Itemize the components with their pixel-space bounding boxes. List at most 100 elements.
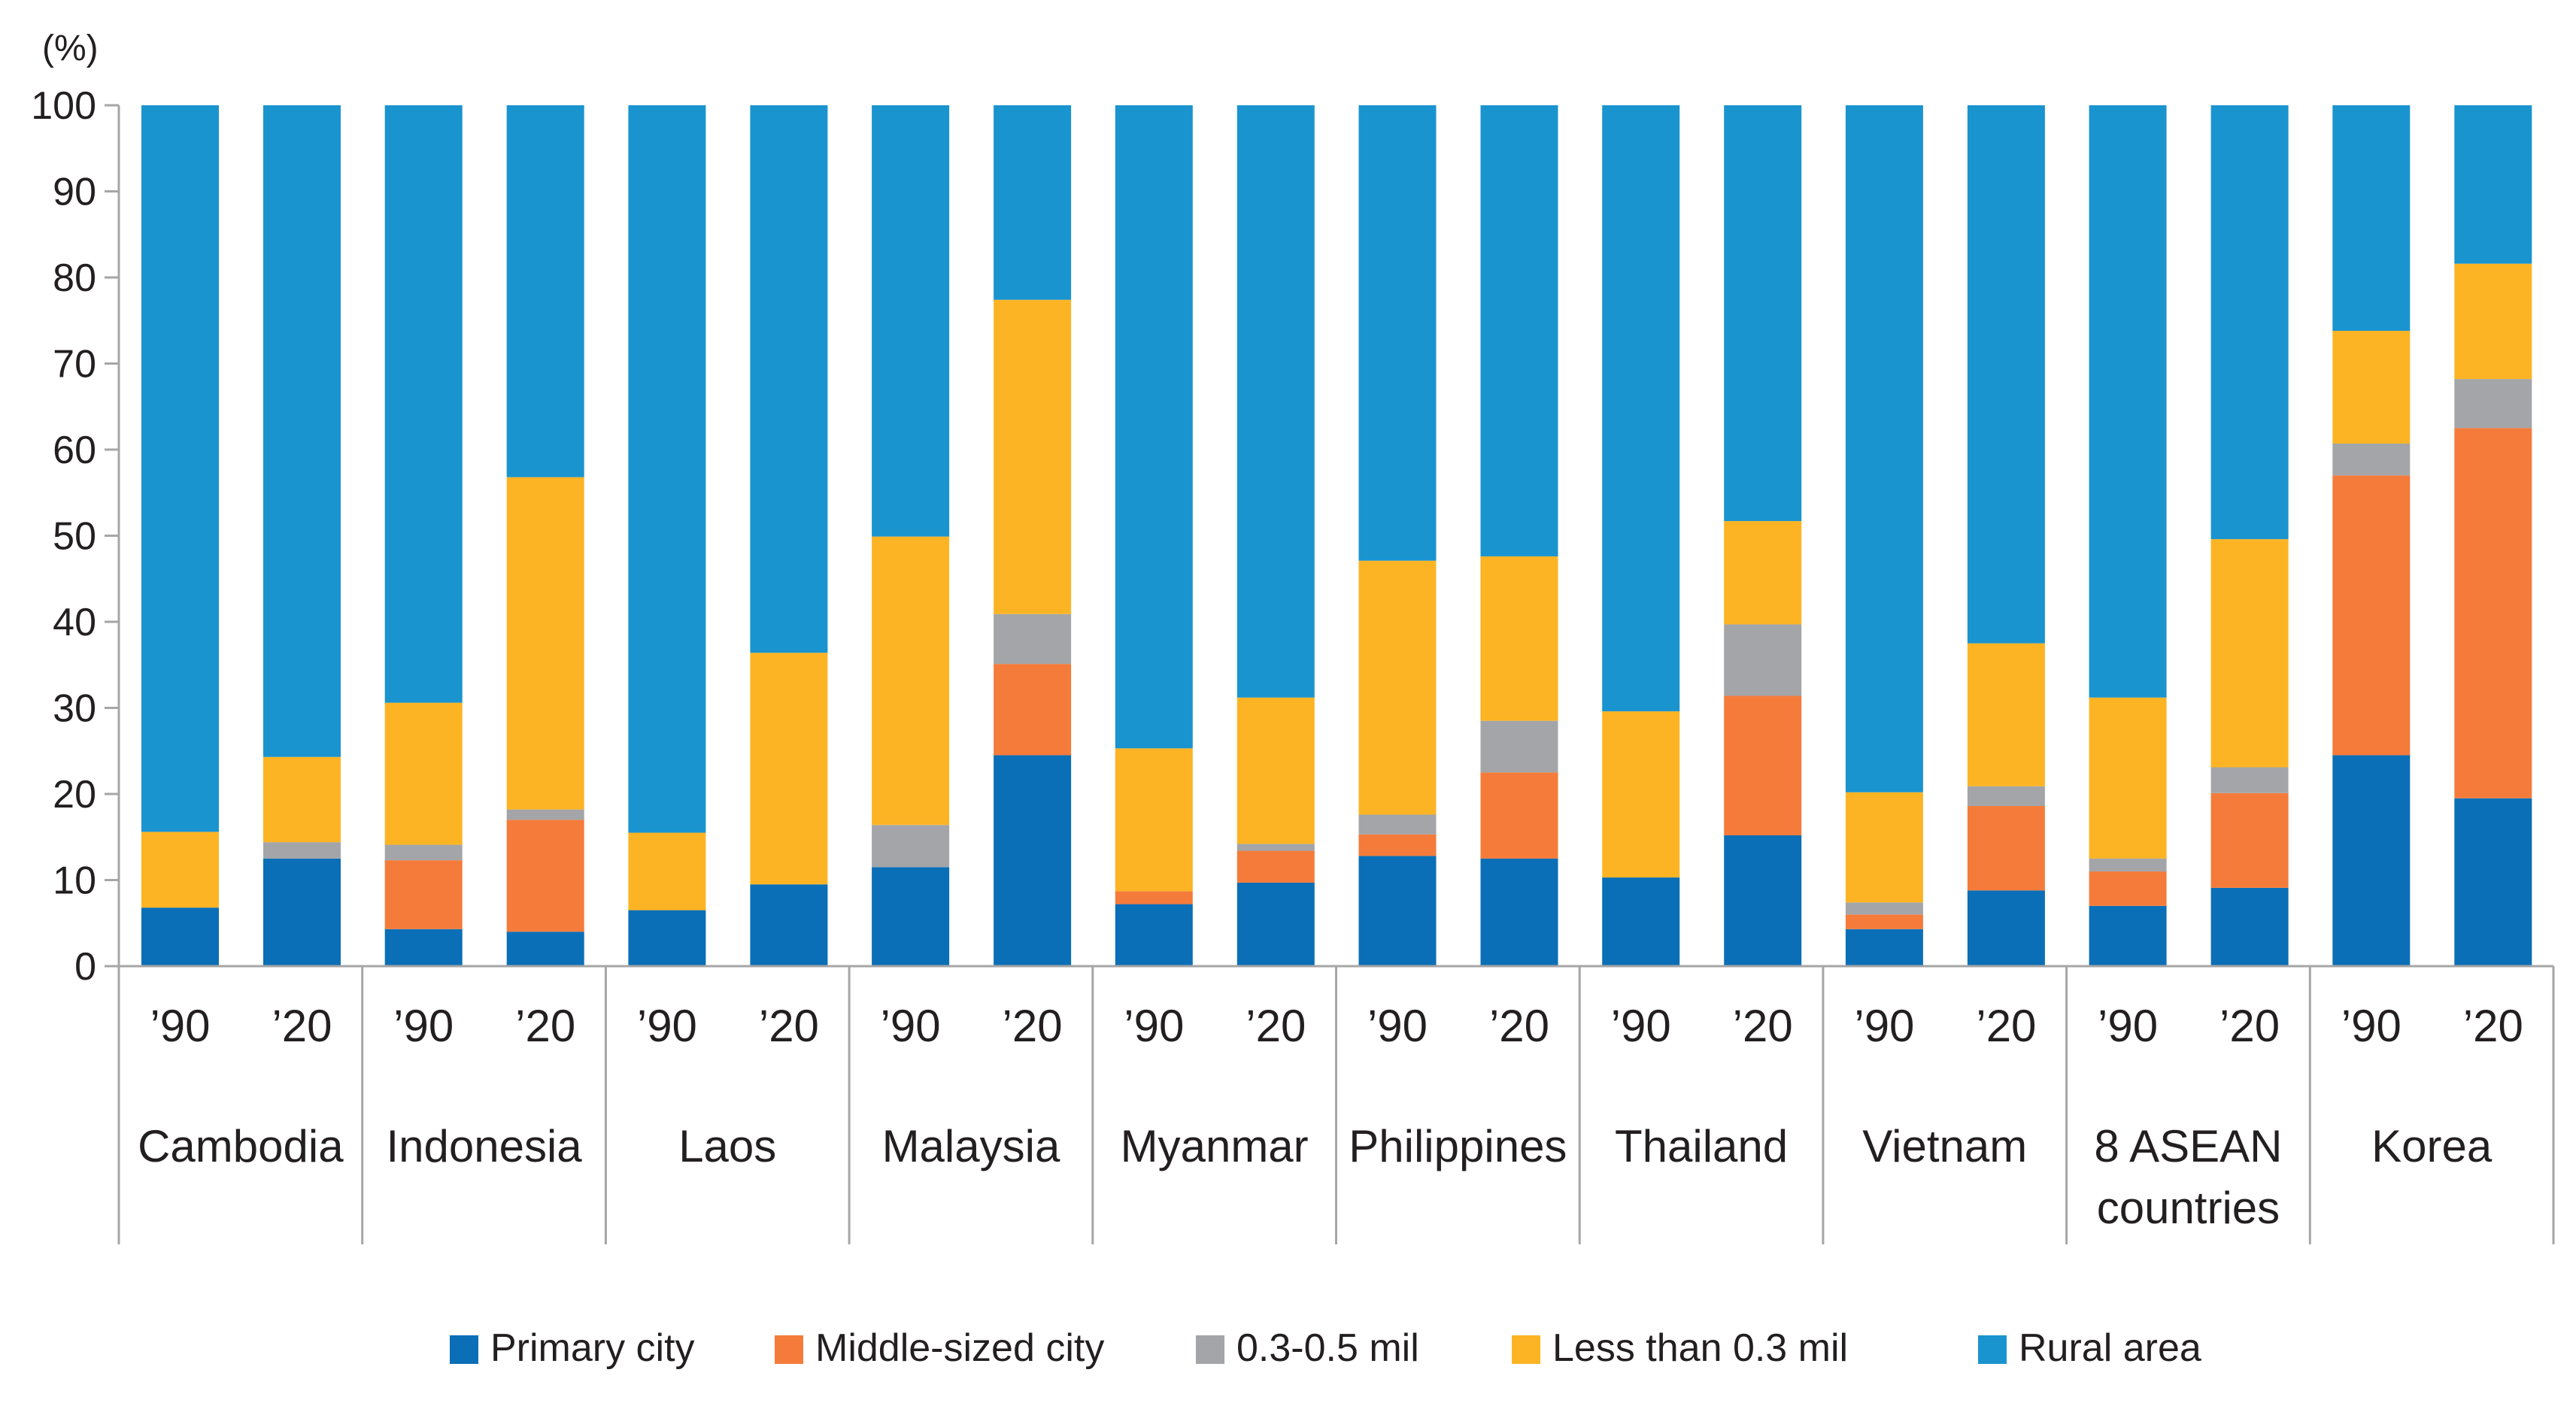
bar-segment-middle-sized-city	[506, 820, 584, 932]
country-label: 8 ASEAN countries	[2094, 1121, 2282, 1233]
bar-segment-primary-city	[1358, 856, 1437, 966]
legend-label: Rural area	[2019, 1326, 2201, 1370]
bar-segment-mid-small	[1358, 814, 1437, 835]
bar-segment-small	[384, 702, 463, 845]
bar-segment-primary-city	[384, 929, 463, 966]
legend-swatch-middle-sized-city	[775, 1335, 803, 1364]
bar-segment-middle-sized-city	[384, 860, 463, 929]
bar-segment-small	[1115, 748, 1193, 892]
bar-segment-middle-sized-city	[1480, 772, 1558, 859]
bar-segment-mid-small	[1480, 720, 1558, 773]
legend-swatch-primary-city	[450, 1335, 478, 1364]
bar-segment-rural	[141, 105, 219, 832]
bar-segment-primary-city	[994, 755, 1072, 966]
bar-segment-small	[506, 477, 584, 810]
legend-label: Primary city	[490, 1326, 695, 1370]
bar-segment-rural	[2210, 105, 2289, 540]
bar-segment-primary-city	[141, 908, 219, 966]
bar-segment-small	[2210, 539, 2289, 768]
bar-segment-small	[141, 832, 219, 908]
period-label: ’90	[150, 1001, 210, 1051]
bar-segment-rural	[628, 105, 706, 833]
bar-segment-small	[1967, 643, 2045, 786]
bar-segment-rural	[2089, 105, 2167, 698]
bar-segment-rural	[1236, 105, 1315, 698]
bar-segment-middle-sized-city	[1236, 850, 1315, 883]
bar-segment-small	[872, 536, 950, 826]
bar-segment-rural	[2332, 105, 2411, 331]
bar-segment-mid-small	[506, 809, 584, 820]
bar-segment-small	[2332, 330, 2411, 444]
bar-segment-mid-small	[2454, 379, 2532, 429]
bar-segment-middle-sized-city	[1967, 806, 2045, 891]
bar-segment-mid-small	[1236, 844, 1315, 851]
period-label: ’20	[1246, 1001, 1306, 1051]
country-label: Malaysia	[882, 1121, 1060, 1171]
bar-segment-rural	[1845, 105, 1923, 792]
bar-segment-small	[263, 756, 341, 843]
bar-segment-mid-small	[872, 825, 950, 868]
bar-segment-rural	[1115, 105, 1193, 749]
period-label: ’20	[1733, 1001, 1793, 1051]
bar-segment-rural	[506, 105, 584, 477]
bar-segment-rural	[1358, 105, 1437, 561]
bar-segment-mid-small	[1967, 786, 2045, 807]
axes	[117, 105, 2555, 1244]
country-label: Thailand	[1615, 1121, 1788, 1171]
bar-segment-middle-sized-city	[1358, 834, 1437, 856]
y-tick-label: 100	[31, 84, 96, 128]
bar-segment-small	[628, 832, 706, 911]
period-label: ’90	[393, 1001, 454, 1051]
period-label: ’20	[1003, 1001, 1063, 1051]
period-label: ’20	[2219, 1001, 2280, 1051]
bar-segment-rural	[1602, 105, 1680, 712]
bar-segment-primary-city	[506, 932, 584, 966]
legend-label: Less than 0.3 mil	[1552, 1326, 1848, 1370]
country-label: Cambodia	[138, 1121, 344, 1171]
legend-label: 0.3-0.5 mil	[1236, 1326, 1419, 1370]
bar-segment-middle-sized-city	[2089, 871, 2167, 906]
y-tick-label: 50	[53, 515, 96, 559]
bars	[141, 105, 2532, 966]
bar-segment-middle-sized-city	[1115, 891, 1193, 905]
legend: Primary city Middle-sized city 0.3-0.5 mil…	[450, 1326, 2201, 1370]
y-tick-label: 30	[53, 687, 96, 731]
bar-segment-primary-city	[1724, 835, 1802, 966]
bar-segment-primary-city	[628, 910, 706, 966]
country-label: Indonesia	[386, 1121, 582, 1171]
bar-segment-small	[1845, 792, 1923, 903]
bar-segment-rural	[384, 105, 463, 703]
y-tick-label: 40	[53, 601, 96, 644]
legend-label: Middle-sized city	[815, 1326, 1104, 1370]
bar-segment-small	[1724, 521, 1802, 625]
period-label: ’20	[2463, 1001, 2523, 1051]
bar-segment-mid-small	[263, 842, 341, 859]
legend-swatch-small	[1512, 1335, 1540, 1364]
x-axis-labels: ’90 ’20 Cambodia ’90 ’20 Indonesia ’90 ’20 Laos ’…	[138, 1001, 2523, 1233]
y-axis-ticks: 0 10 20 30 40 50 60 70 80 90 100	[31, 84, 119, 989]
bar-segment-small	[994, 299, 1072, 614]
bar-segment-middle-sized-city	[2210, 792, 2289, 888]
bar-segment-primary-city	[2210, 887, 2289, 966]
country-label: Vietnam	[1862, 1121, 2027, 1171]
y-axis-unit-label: (%)	[42, 29, 99, 68]
bar-segment-rural	[750, 105, 828, 653]
bar-segment-small	[1602, 711, 1680, 878]
y-tick-label: 10	[53, 859, 96, 903]
country-label: Myanmar	[1121, 1121, 1309, 1171]
y-tick-label: 60	[53, 429, 96, 472]
period-label: ’90	[1854, 1001, 1914, 1051]
period-label: ’90	[1124, 1001, 1184, 1051]
bar-segment-rural	[872, 105, 950, 537]
period-label: ’20	[1489, 1001, 1549, 1051]
period-label: ’90	[1367, 1001, 1428, 1051]
country-label: Philippines	[1349, 1121, 1567, 1171]
bar-segment-middle-sized-city	[1845, 914, 1923, 929]
bar-segment-primary-city	[1236, 882, 1315, 966]
legend-swatch-rural	[1978, 1335, 2007, 1364]
bar-segment-middle-sized-city	[1724, 695, 1802, 835]
y-tick-label: 20	[53, 773, 96, 817]
bar-segment-primary-city	[1602, 877, 1680, 966]
bar-segment-mid-small	[1845, 902, 1923, 915]
